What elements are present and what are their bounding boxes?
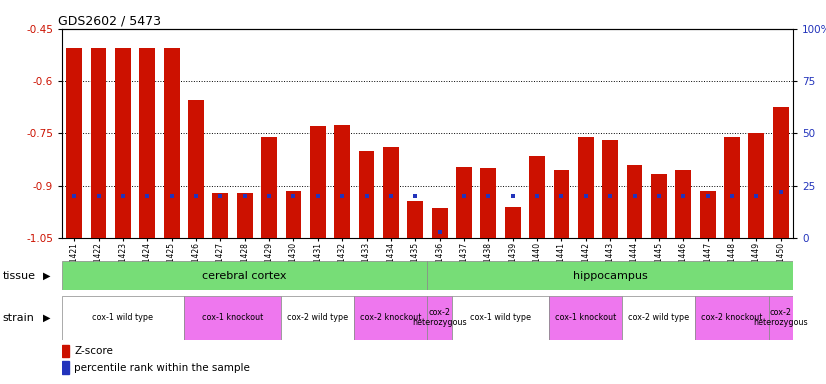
Bar xyxy=(62,345,69,357)
Text: cox-1 knockout: cox-1 knockout xyxy=(555,313,616,322)
Bar xyxy=(627,165,643,238)
Bar xyxy=(183,296,281,340)
Bar xyxy=(700,191,715,238)
Text: ▶: ▶ xyxy=(43,313,50,323)
Text: cox-2
heterozygous: cox-2 heterozygous xyxy=(412,308,467,328)
Bar xyxy=(748,133,764,238)
Bar xyxy=(432,209,448,238)
Bar xyxy=(505,207,520,238)
Bar xyxy=(281,296,354,340)
Bar xyxy=(428,261,793,290)
Text: cox-2
heterozygous: cox-2 heterozygous xyxy=(753,308,808,328)
Bar xyxy=(768,296,793,340)
Bar xyxy=(623,296,695,340)
Text: strain: strain xyxy=(2,313,35,323)
Bar xyxy=(354,296,428,340)
Bar xyxy=(529,156,545,238)
Text: percentile rank within the sample: percentile rank within the sample xyxy=(74,362,250,373)
Text: cox-1 wild type: cox-1 wild type xyxy=(470,313,531,322)
Bar xyxy=(261,137,277,238)
Text: tissue: tissue xyxy=(2,270,36,281)
Bar xyxy=(407,202,423,238)
Bar xyxy=(651,174,667,238)
Text: GDS2602 / 5473: GDS2602 / 5473 xyxy=(59,15,161,28)
Bar xyxy=(358,151,374,238)
Bar xyxy=(62,361,69,374)
Bar xyxy=(115,48,131,238)
Text: cox-2 wild type: cox-2 wild type xyxy=(287,313,349,322)
Bar xyxy=(62,296,183,340)
Bar xyxy=(553,170,569,238)
Text: hippocampus: hippocampus xyxy=(573,270,648,281)
Bar xyxy=(428,296,452,340)
Text: cox-2 knockout: cox-2 knockout xyxy=(360,313,421,322)
Bar xyxy=(66,48,82,238)
Text: cox-1 knockout: cox-1 knockout xyxy=(202,313,263,322)
Bar xyxy=(62,261,428,290)
Bar xyxy=(237,193,253,238)
Bar xyxy=(676,170,691,238)
Text: ▶: ▶ xyxy=(43,270,50,281)
Bar xyxy=(481,168,496,238)
Bar xyxy=(286,191,301,238)
Bar xyxy=(335,125,350,238)
Text: cox-1 wild type: cox-1 wild type xyxy=(93,313,154,322)
Bar xyxy=(164,48,179,238)
Bar xyxy=(212,193,228,238)
Bar xyxy=(578,137,594,238)
Text: cerebral cortex: cerebral cortex xyxy=(202,270,287,281)
Bar xyxy=(724,137,740,238)
Text: cox-2 knockout: cox-2 knockout xyxy=(701,313,762,322)
Bar xyxy=(383,147,399,238)
Bar xyxy=(773,107,789,238)
Bar xyxy=(452,296,549,340)
Bar xyxy=(91,48,107,238)
Text: cox-2 wild type: cox-2 wild type xyxy=(629,313,690,322)
Bar xyxy=(140,48,155,238)
Bar xyxy=(188,100,204,238)
Bar xyxy=(602,141,618,238)
Text: Z-score: Z-score xyxy=(74,346,113,356)
Bar xyxy=(456,167,472,238)
Bar xyxy=(549,296,623,340)
Bar xyxy=(310,126,325,238)
Bar xyxy=(695,296,768,340)
